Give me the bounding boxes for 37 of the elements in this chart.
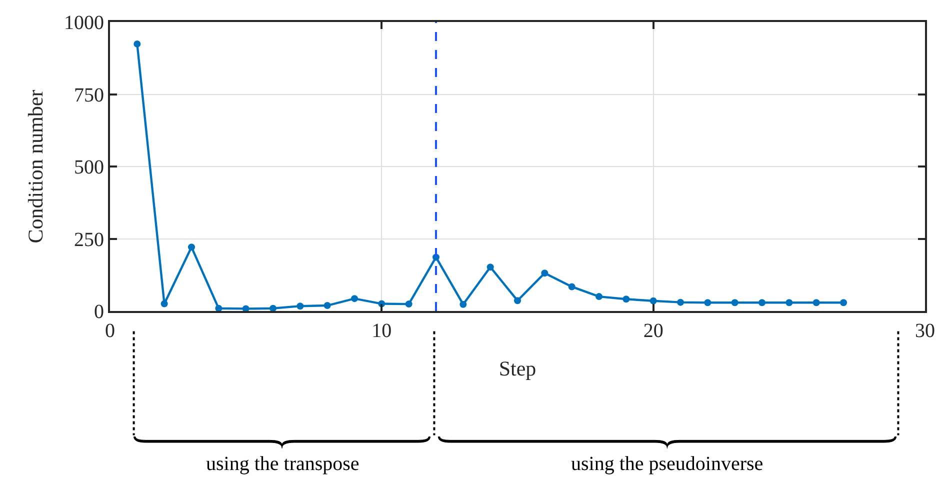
point: [786, 299, 793, 306]
point: [160, 300, 168, 308]
y-tick-label: 500: [74, 156, 104, 178]
point: [758, 299, 766, 306]
point: [514, 297, 521, 304]
point: [812, 299, 820, 306]
x-tick-label: 30: [915, 320, 935, 342]
y-tick-label: 250: [74, 228, 104, 251]
point: [188, 244, 195, 251]
text: using the pseudoinverse: [571, 453, 764, 475]
x-tick-label: 20: [643, 320, 664, 342]
point: [622, 296, 630, 303]
text: using the transpose: [206, 453, 360, 475]
point: [242, 305, 250, 311]
point: [650, 297, 657, 304]
y-tick-label: 1000: [64, 12, 104, 34]
point: [596, 293, 602, 300]
point: [677, 298, 684, 306]
point: [134, 40, 141, 48]
y-tick-label: 750: [74, 84, 104, 106]
x-tick-label: 10: [372, 320, 392, 342]
point: [460, 300, 467, 308]
point: [704, 299, 712, 306]
y-axis-title: Condition number: [24, 90, 48, 244]
point: [351, 295, 358, 302]
point: [568, 283, 576, 290]
point: [296, 302, 304, 310]
point: [486, 264, 494, 271]
y-tick-label: 0: [94, 301, 104, 323]
point: [324, 302, 331, 310]
point: [405, 300, 412, 308]
point: [541, 270, 548, 277]
point: [270, 304, 276, 311]
point: [840, 299, 847, 306]
point: [731, 299, 738, 306]
x-axis-title: Step: [498, 356, 536, 381]
point: [215, 304, 222, 311]
